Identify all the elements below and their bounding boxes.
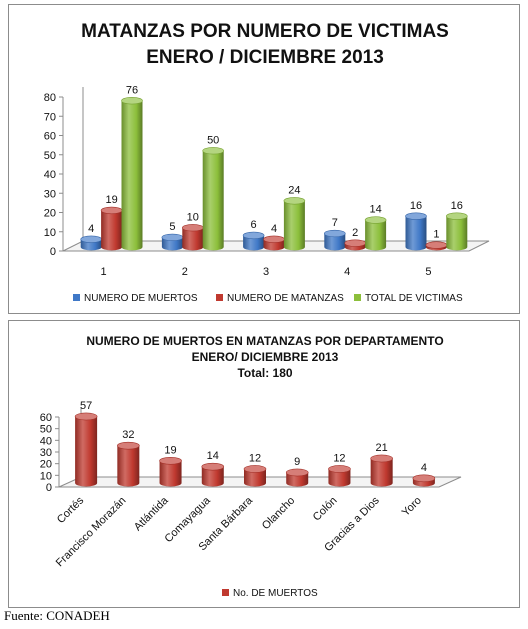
data-label: 4	[421, 462, 427, 474]
bar-1-6	[285, 468, 309, 487]
x-tick-label: Cortés	[55, 494, 87, 526]
y-tick-label: 40	[44, 169, 56, 181]
bar-1-1	[80, 235, 102, 251]
y-tick-label: 60	[44, 131, 56, 143]
data-label: 14	[369, 204, 381, 216]
y-tick-label: 60	[40, 412, 52, 424]
data-label: 19	[105, 194, 117, 206]
x-tick-label: 3	[263, 266, 269, 278]
x-tick-label: Yoro	[400, 495, 424, 519]
chart-departamento: NUMERO DE MUERTOS EN MATANZAS POR DEPART…	[40, 334, 462, 599]
y-tick-label: 10	[40, 470, 52, 482]
chart-total-label: Total: 180	[237, 366, 292, 380]
legend-swatch	[222, 589, 229, 596]
x-tick-label: Francisco Morazán	[54, 495, 129, 570]
data-label: 6	[251, 219, 257, 231]
bar-3-2	[202, 147, 224, 251]
data-label: 5	[169, 221, 175, 233]
chart-title: MATANZAS POR NUMERO DE VICTIMAS	[81, 21, 449, 42]
legend-swatch	[216, 294, 223, 301]
bar-2-2	[182, 224, 204, 251]
bar-1-5	[405, 212, 427, 251]
bar-1-1	[74, 412, 98, 487]
data-label: 10	[187, 211, 199, 223]
data-label: 14	[207, 450, 219, 462]
bar-3-1	[121, 97, 143, 251]
data-label: 2	[352, 227, 358, 239]
y-tick-label: 30	[44, 188, 56, 200]
y-tick-label: 80	[44, 92, 56, 104]
y-tick-label: 20	[40, 459, 52, 471]
chart-panel-victimas: MATANZAS POR NUMERO DE VICTIMAS ENERO / …	[8, 4, 520, 314]
y-tick-label: 20	[44, 208, 56, 220]
bar-1-7	[328, 465, 351, 487]
bar-1-9	[412, 474, 436, 487]
y-tick-label: 10	[44, 227, 56, 239]
y-tick-label: 40	[40, 435, 52, 447]
x-tick-label: 5	[425, 266, 431, 278]
y-tick-label: 0	[46, 482, 52, 494]
x-tick-label: Olancho	[260, 495, 297, 532]
data-label: 12	[333, 452, 345, 464]
y-tick-label: 30	[40, 447, 52, 459]
legend-entry: TOTAL DE VICTIMAS	[365, 293, 463, 304]
x-tick-label: Colón	[311, 495, 340, 524]
data-label: 57	[80, 400, 92, 412]
data-label: 4	[271, 223, 277, 235]
y-tick-label: 50	[40, 424, 52, 436]
data-label: 50	[207, 134, 219, 146]
bar-3-4	[364, 216, 387, 251]
data-label: 7	[332, 217, 338, 229]
data-label: 16	[410, 200, 422, 212]
bar-2-4	[344, 239, 367, 251]
data-label: 9	[294, 456, 300, 468]
legend-entry: NUMERO DE MUERTOS	[84, 293, 198, 304]
data-label: 12	[249, 452, 261, 464]
data-label: 32	[122, 429, 134, 441]
chart-subtitle: ENERO/ DICIEMBRE 2013	[192, 350, 339, 364]
data-label: 24	[288, 184, 300, 196]
bar-3-3	[283, 197, 306, 251]
data-label: 4	[88, 223, 94, 235]
chart-subtitle: ENERO / DICIEMBRE 2013	[146, 47, 384, 68]
chart-panel-departamento: NUMERO DE MUERTOS EN MATANZAS POR DEPART…	[8, 320, 520, 608]
bar-1-2	[161, 233, 184, 251]
bar-1-3	[159, 457, 182, 487]
x-tick-label: 1	[101, 266, 107, 278]
bar-1-4	[323, 229, 346, 251]
y-tick-label: 50	[44, 150, 56, 162]
bar-3-5	[445, 212, 468, 251]
chart-title: NUMERO DE MUERTOS EN MATANZAS POR DEPART…	[86, 334, 443, 348]
bar-1-3	[242, 231, 265, 251]
x-tick-label: 2	[182, 266, 188, 278]
data-label: 19	[164, 444, 176, 456]
bar-1-5	[243, 465, 267, 487]
bar-1-8	[370, 454, 393, 487]
bar-1-4	[201, 462, 225, 487]
y-tick-label: 70	[44, 111, 56, 123]
legend-entry: No. DE MUERTOS	[233, 588, 318, 599]
x-tick-label: 4	[344, 266, 350, 278]
data-label: 16	[451, 200, 463, 212]
data-label: 21	[376, 442, 388, 454]
x-tick-label: Atlántida	[132, 494, 171, 533]
data-label: 76	[126, 84, 138, 96]
bar-2-1	[100, 206, 123, 251]
legend-swatch	[354, 294, 361, 301]
bar-2-5	[425, 241, 448, 251]
source-note: Fuente: CONADEH	[4, 608, 110, 623]
data-label: 1	[433, 229, 439, 241]
y-tick-label: 0	[50, 246, 56, 258]
legend-entry: NUMERO DE MATANZAS	[227, 293, 344, 304]
bar-1-2	[117, 441, 140, 487]
legend-swatch	[73, 294, 80, 301]
bar-2-3	[263, 235, 285, 251]
chart-victimas: MATANZAS POR NUMERO DE VICTIMAS ENERO / …	[44, 21, 490, 304]
